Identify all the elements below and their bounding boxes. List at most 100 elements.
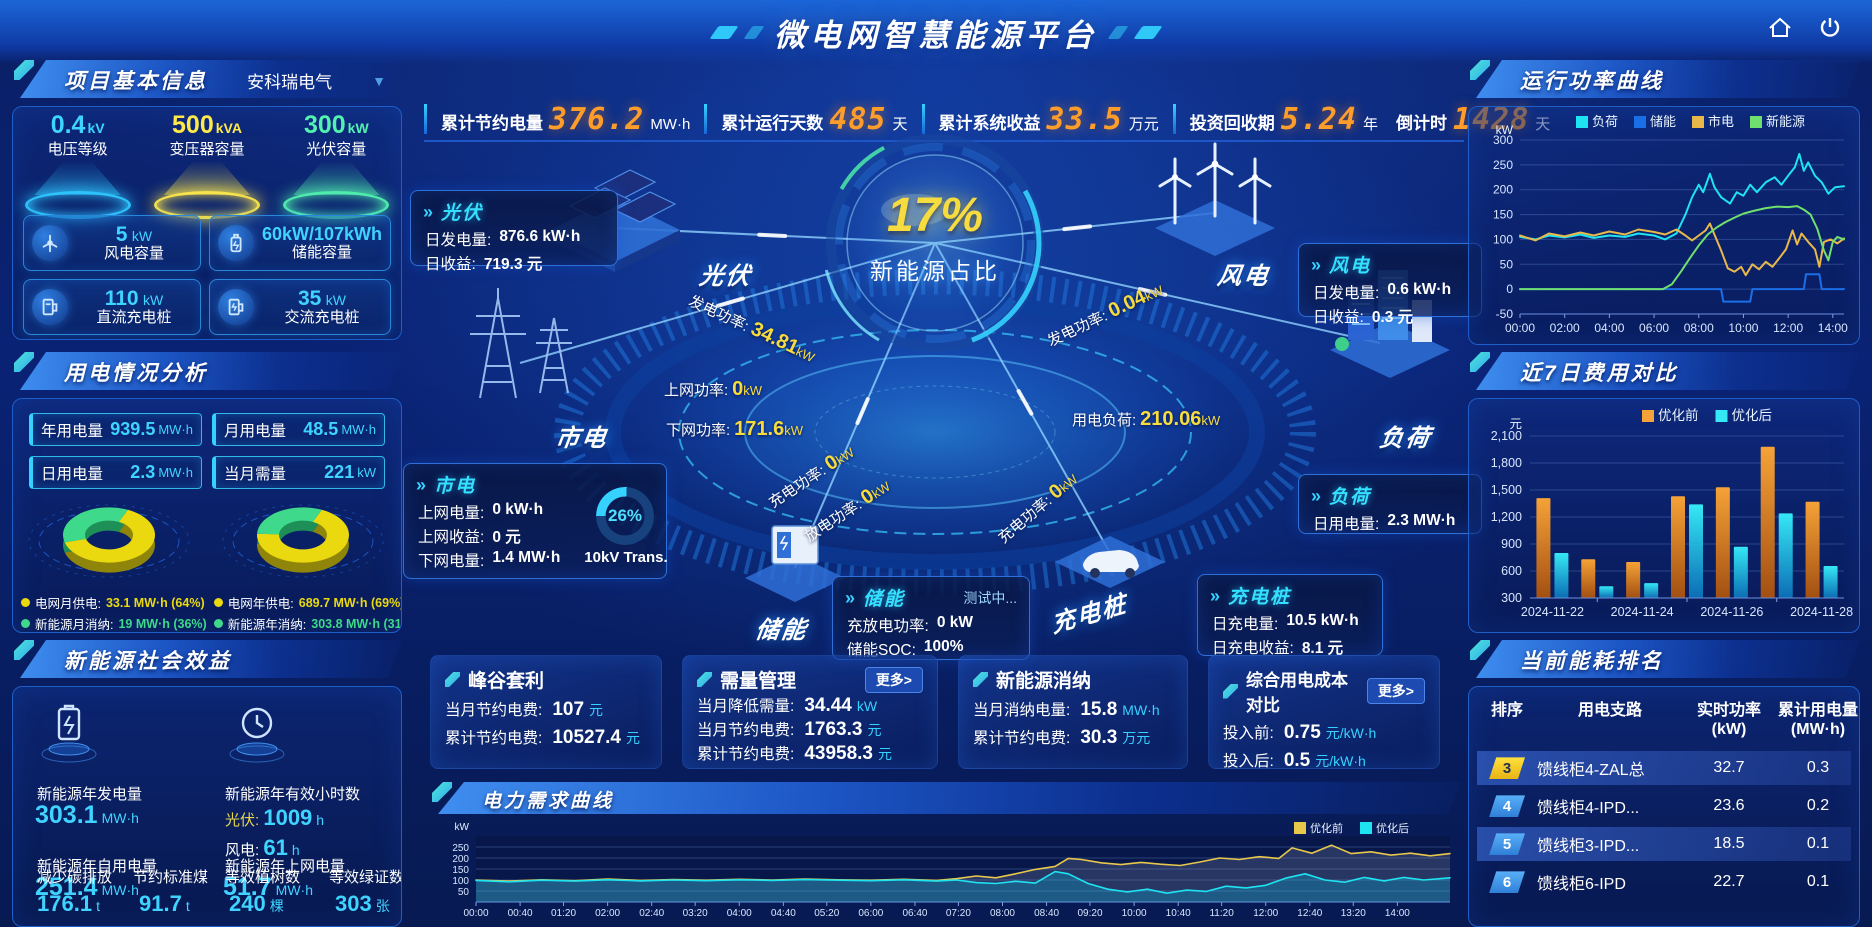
panel-title: 项目基本信息 bbox=[64, 70, 208, 93]
svg-text:优化后: 优化后 bbox=[1376, 822, 1409, 835]
card-unit: kW bbox=[143, 292, 164, 309]
storage-capacity-card: 60kW/107kWh 储能容量 bbox=[208, 215, 391, 271]
svg-text:12:00: 12:00 bbox=[1253, 908, 1278, 919]
unit: MW·h bbox=[101, 882, 139, 898]
row-unit: MW·h bbox=[1122, 702, 1160, 718]
panel-corner-icon bbox=[14, 60, 34, 80]
flow-from-grid: 下网功率: 171.6kW bbox=[666, 418, 803, 441]
flow-label: 发电功率: bbox=[685, 292, 752, 336]
svg-text:2024-11-22: 2024-11-22 bbox=[1521, 605, 1584, 619]
svg-text:10:00: 10:00 bbox=[1728, 321, 1758, 335]
stat-value: 939.5 bbox=[110, 419, 156, 439]
ranking-table-body: 3 馈线柜4-ZAL总 32.7 0.3 4 馈线柜4-IPD... 23.6 … bbox=[1469, 751, 1859, 899]
self-use-label: 新能源年自用电量 bbox=[37, 858, 158, 875]
row-label: 累计节约电费: bbox=[697, 746, 795, 763]
legend-dot bbox=[21, 619, 30, 628]
dc-charger-icon bbox=[32, 289, 68, 325]
flow-unit: kW bbox=[743, 383, 763, 398]
svg-text:100: 100 bbox=[452, 876, 469, 887]
demand-more-button[interactable]: 更多> bbox=[864, 666, 923, 693]
box-corner-icon bbox=[1223, 684, 1238, 699]
cost-compare-chart: 300 600 900 1,200 1,500 1,800 2,100 元 2024-11-22… bbox=[1472, 402, 1856, 632]
flow-label: 上网功率: bbox=[664, 382, 729, 399]
box-title: 综合用电成本对比 bbox=[1246, 671, 1348, 715]
svg-text:优化前: 优化前 bbox=[1310, 822, 1343, 835]
cone-label: 变压器容量 bbox=[169, 141, 245, 158]
chevron-right-icon: » bbox=[1311, 485, 1322, 506]
svg-text:08:40: 08:40 bbox=[1034, 908, 1059, 919]
row-unit: 元 bbox=[878, 746, 892, 762]
kpi-separator bbox=[1172, 104, 1176, 134]
svg-text:08:00: 08:00 bbox=[990, 908, 1015, 919]
row-value: 15.8 bbox=[1080, 699, 1118, 720]
panel-header-bg bbox=[1476, 60, 1860, 98]
cone-label: 电压等级 bbox=[47, 141, 108, 158]
svg-text:250: 250 bbox=[1493, 158, 1513, 172]
svg-text:300: 300 bbox=[1501, 591, 1522, 605]
stat-unit: kW bbox=[357, 465, 376, 480]
svg-text:元: 元 bbox=[1509, 417, 1522, 431]
svg-text:优化后: 优化后 bbox=[1732, 408, 1773, 423]
stat-value: 48.5 bbox=[303, 419, 339, 439]
row-label: 当月消纳电量: bbox=[973, 702, 1071, 719]
svg-text:600: 600 bbox=[1501, 564, 1522, 578]
demand-curve-chart: 50 100 150 200 250 kW 00:00 00:40 01:20 02:00 02:4… bbox=[434, 821, 1458, 927]
stat-label: 月用电量 bbox=[224, 422, 287, 440]
cone-value: 0.4 bbox=[50, 111, 86, 139]
svg-text:02:00: 02:00 bbox=[595, 908, 620, 919]
box-title: 新能源消纳 bbox=[996, 671, 1092, 692]
svg-text:900: 900 bbox=[1501, 537, 1522, 551]
callout-label: 日用电量: bbox=[1313, 516, 1380, 533]
rank-badge: 4 bbox=[1489, 795, 1525, 818]
row-value: 1763.3 bbox=[804, 719, 863, 740]
cone-beam bbox=[163, 161, 250, 195]
panel-title: 运行功率曲线 bbox=[1520, 70, 1664, 93]
col-header-branch: 用电支路 bbox=[1577, 702, 1642, 719]
storage-callout-title: 储能 bbox=[863, 589, 906, 610]
svg-text:14:00: 14:00 bbox=[1818, 321, 1848, 335]
legend-value: 33.1 MW·h (64%) bbox=[105, 595, 205, 610]
col-header-power: 实时功率 (kW) bbox=[1696, 702, 1761, 739]
to-grid-value: 51.7 MW·h bbox=[223, 873, 313, 902]
coal-label: 节约标准煤 bbox=[133, 869, 209, 886]
panel-header-bg bbox=[20, 352, 402, 390]
row-value: 43958.3 bbox=[804, 743, 873, 764]
panel-header-bg bbox=[20, 640, 402, 678]
svg-text:07:20: 07:20 bbox=[946, 908, 971, 919]
svg-text:06:00: 06:00 bbox=[1639, 321, 1669, 335]
power-cell: 32.7 bbox=[1713, 759, 1745, 777]
kpi-label: 倒计时 bbox=[1396, 113, 1448, 133]
home-icon[interactable] bbox=[1766, 14, 1794, 47]
energy-cell: 0.1 bbox=[1806, 873, 1830, 891]
row-label: 当月节约电费: bbox=[445, 702, 543, 719]
project-info-panel: 项目基本信息 安科瑞电气 ▼ 0.4 kV 电压等级 500 kVA 变压器容量 30… bbox=[12, 60, 402, 340]
table-row: 5 馈线柜3-IPD... 18.5 0.1 bbox=[1477, 827, 1851, 862]
wind-callout: » 风电 日发电量: 0.6 kW·h 日收益: 0.3 元 bbox=[1298, 243, 1482, 326]
power-icon[interactable] bbox=[1816, 14, 1844, 47]
svg-text:200: 200 bbox=[452, 854, 469, 865]
header: 微电网智慧能源平台 bbox=[0, 0, 1872, 64]
project-selector[interactable]: 安科瑞电气 ▼ bbox=[247, 68, 386, 93]
box-corner-icon bbox=[973, 672, 988, 687]
chevron-right-icon: » bbox=[1311, 254, 1322, 275]
chevron-right-icon: » bbox=[416, 474, 427, 495]
callout-value: 0 kW·h bbox=[492, 501, 544, 518]
cost-more-button[interactable]: 更多> bbox=[1366, 678, 1425, 704]
svg-text:09:20: 09:20 bbox=[1077, 908, 1102, 919]
chevron-right-icon: » bbox=[845, 587, 856, 608]
flow-value: 171.6 bbox=[734, 418, 785, 440]
callout-label: 日充电量: bbox=[1212, 616, 1279, 633]
legend-label: 电网月供电: bbox=[35, 597, 101, 611]
callout-value: 719.3 元 bbox=[483, 256, 543, 273]
row-value: 30.3 bbox=[1080, 727, 1118, 748]
svg-text:1,200: 1,200 bbox=[1491, 510, 1522, 524]
kpi-bar: 累计节约电量 376.2 MW·h 累计运行天数 485 天 累计系统收益 33… bbox=[424, 98, 1550, 142]
unit: 张 bbox=[375, 898, 390, 914]
voltage-level-cone: 0.4 kV 电压等级 bbox=[19, 111, 137, 219]
row-unit: 元/kW·h bbox=[1325, 725, 1377, 741]
kpi-value: 5.24 bbox=[1280, 101, 1358, 137]
callout-value: 0 kW bbox=[936, 614, 973, 631]
pv-island-label: 光伏 bbox=[697, 263, 754, 290]
panel-corner-icon bbox=[1470, 352, 1490, 372]
